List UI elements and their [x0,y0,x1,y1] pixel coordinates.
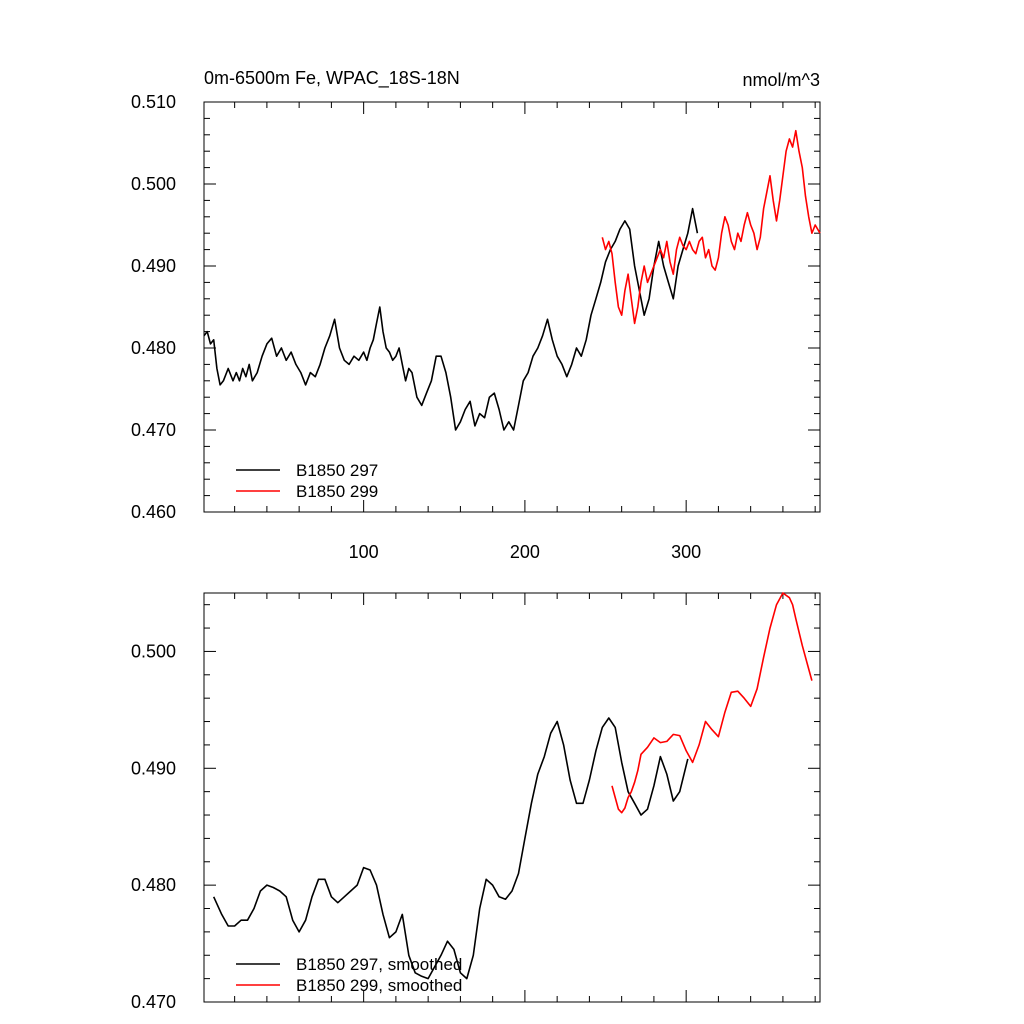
top-panel-units: nmol/m^3 [743,70,820,90]
top-legend-label-1: B1850 297 [296,461,378,480]
top-series-line-2 [601,129,821,325]
top-plot-frame [203,101,821,513]
top-ytick-label: 0.490 [131,256,176,276]
bottom-ytick-label: 0.480 [131,875,176,895]
top-ytick-label: 0.460 [131,502,176,522]
bottom-panel: 0.470 0.480 0.490 0.500 B1850 297, smoothed B… [131,592,821,1012]
top-ytick-label: 0.510 [131,92,176,112]
top-series-line-1 [203,207,699,431]
top-legend-label-2: B1850 299 [296,482,378,501]
top-xtick-label: 300 [671,542,701,562]
bottom-plot-frame [203,592,821,1003]
top-ytick-label: 0.500 [131,174,176,194]
top-xtick-label: 100 [349,542,379,562]
top-ytick-label: 0.480 [131,338,176,358]
bottom-series-line-1 [212,717,689,980]
bottom-ytick-label: 0.470 [131,992,176,1012]
bottom-ytick-label: 0.500 [131,641,176,661]
top-panel-title: 0m-6500m Fe, WPAC_18S-18N [204,68,460,89]
top-xtick-label: 200 [510,542,540,562]
top-panel: 0m-6500m Fe, WPAC_18S-18N nmol/m^3 0.460… [131,68,821,562]
bottom-legend-label-1: B1850 297, smoothed [296,955,462,974]
top-ytick-label: 0.470 [131,420,176,440]
bottom-ytick-label: 0.490 [131,758,176,778]
bottom-series-line-2 [611,592,813,814]
bottom-legend-label-2: B1850 299, smoothed [296,976,462,995]
